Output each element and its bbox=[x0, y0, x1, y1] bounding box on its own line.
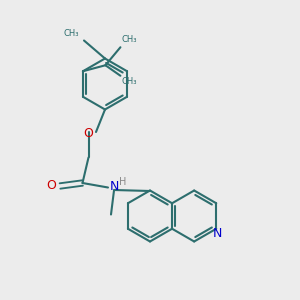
Text: CH₃: CH₃ bbox=[64, 28, 80, 38]
Text: CH₃: CH₃ bbox=[122, 35, 137, 44]
Text: N: N bbox=[213, 227, 222, 240]
Text: O: O bbox=[46, 179, 56, 193]
Text: O: O bbox=[84, 127, 94, 140]
Text: N: N bbox=[110, 180, 119, 193]
Text: H: H bbox=[119, 177, 127, 187]
Text: CH₃: CH₃ bbox=[122, 77, 137, 86]
